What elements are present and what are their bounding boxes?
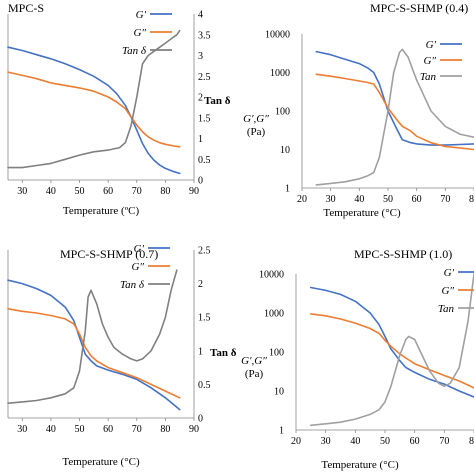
y-axis-label: G′,G″ xyxy=(243,113,269,125)
x-axis-label: Temperature (°C) xyxy=(62,456,140,468)
panel-p2: 20 30 40 50 60 70 80 1 10 100 1000 10000 MPC-S-SHMP … xyxy=(243,1,474,219)
x-tick-label: 30 xyxy=(17,424,27,435)
y-tick-label: 100 xyxy=(275,107,290,118)
panel-p1: 30 40 50 60 70 80 900 0.5 1 1.5 2 2.5 3 3.5 4 MPC-S G′ G″… xyxy=(7,1,231,217)
x-axis-label: Temperature (°C) xyxy=(323,207,401,219)
series-line-g xyxy=(7,71,181,148)
x-tick-label: 60 xyxy=(410,436,420,447)
series-line-tan xyxy=(315,48,474,186)
y-axis-unit: (Pa) xyxy=(247,126,266,138)
legend-label: Tan xyxy=(438,303,455,315)
y-axis-label: G′,G″ xyxy=(241,355,267,367)
y-tick-label: 10 xyxy=(280,145,290,156)
legend-label: Tan δ xyxy=(122,45,147,57)
y-tick-label: 1 xyxy=(279,426,284,437)
series-line-g xyxy=(309,313,474,389)
x-tick-label: 70 xyxy=(132,186,142,197)
series-line-tan xyxy=(309,273,474,427)
y2-tick-label: 4 xyxy=(198,10,203,21)
legend-label: G′ xyxy=(134,243,145,255)
x-tick-label: 80 xyxy=(469,436,474,447)
legend-label: Tan xyxy=(420,71,437,83)
x-tick-label: 40 xyxy=(46,424,56,435)
series-line-g xyxy=(7,46,181,175)
x-tick-label: 20 xyxy=(291,436,301,447)
y2-axis-label: Tan δ xyxy=(210,347,237,359)
series-line-tan xyxy=(7,29,181,169)
x-axis-label: Temperature (ºC) xyxy=(63,205,140,217)
legend-label: G′ xyxy=(444,267,455,279)
y2-tick-label: 0.5 xyxy=(198,380,211,391)
x-tick-label: 70 xyxy=(439,436,449,447)
y-tick-label: 10000 xyxy=(265,30,290,41)
legend-label: G″ xyxy=(423,55,436,67)
legend-label: G″ xyxy=(441,285,454,297)
y2-tick-label: 2 xyxy=(198,279,203,290)
x-tick-label: 80 xyxy=(160,186,170,197)
y2-tick-label: 2.5 xyxy=(198,246,211,257)
panel-p4: 20 30 40 50 60 70 80 1 10 100 1000 10000 MPC-S-SHMP … xyxy=(241,247,474,471)
y2-tick-label: 0 xyxy=(198,414,203,425)
x-tick-label: 30 xyxy=(321,436,331,447)
panel-title: MPC-S xyxy=(8,1,44,15)
x-tick-label: 70 xyxy=(132,424,142,435)
x-tick-label: 70 xyxy=(440,194,450,205)
x-tick-label: 90 xyxy=(189,424,199,435)
x-tick-label: 60 xyxy=(103,186,113,197)
series-line-g xyxy=(315,73,474,151)
x-tick-label: 80 xyxy=(469,194,474,205)
y-axis-unit: (Pa) xyxy=(245,368,264,380)
x-tick-label: 60 xyxy=(103,424,113,435)
panel-p3: 30 40 50 60 70 80 900 0.5 1 1.5 2 2.5 MPC-S-SHMP (0.… xyxy=(7,243,237,468)
x-tick-label: 40 xyxy=(354,194,364,205)
y2-tick-label: 3 xyxy=(198,51,203,62)
x-tick-label: 50 xyxy=(75,186,85,197)
x-tick-label: 50 xyxy=(75,424,85,435)
x-tick-label: 40 xyxy=(350,436,360,447)
x-tick-label: 50 xyxy=(380,436,390,447)
x-tick-label: 60 xyxy=(412,194,422,205)
y-tick-label: 1000 xyxy=(270,68,290,79)
y2-axis-label: Tan δ xyxy=(204,95,231,107)
panel-title: MPC-S-SHMP (0.7) xyxy=(60,247,158,261)
y-tick-label: 10000 xyxy=(259,270,284,281)
x-tick-label: 80 xyxy=(160,424,170,435)
legend-label: G′ xyxy=(136,9,147,21)
y-tick-label: 100 xyxy=(269,348,284,359)
legend-label: G″ xyxy=(131,261,144,273)
legend-label: G′ xyxy=(426,39,437,51)
series-line-g xyxy=(309,286,474,398)
panel-title: MPC-S-SHMP (1.0) xyxy=(354,247,452,261)
x-tick-label: 30 xyxy=(326,194,336,205)
x-tick-label: 20 xyxy=(297,194,307,205)
x-tick-label: 50 xyxy=(383,194,393,205)
y2-tick-label: 1.5 xyxy=(198,113,211,124)
x-axis-label: Temperature (°C) xyxy=(321,459,399,471)
y2-tick-label: 1.5 xyxy=(198,313,211,324)
x-tick-label: 40 xyxy=(46,186,56,197)
y-tick-label: 1000 xyxy=(264,309,284,320)
y-tick-label: 10 xyxy=(274,387,284,398)
y-tick-label: 1 xyxy=(285,184,290,195)
x-tick-label: 30 xyxy=(17,186,27,197)
x-tick-label: 90 xyxy=(189,186,199,197)
y2-tick-label: 1 xyxy=(198,134,203,145)
legend-label: Tan δ xyxy=(120,279,145,291)
series-line-g xyxy=(7,279,181,411)
panel-title: MPC-S-SHMP (0.4) xyxy=(370,1,468,15)
legend-label: G″ xyxy=(133,27,146,39)
y2-tick-label: 0 xyxy=(198,176,203,187)
y2-tick-label: 0.5 xyxy=(198,155,211,166)
series-line-g xyxy=(7,307,181,399)
y2-tick-label: 3.5 xyxy=(198,30,211,41)
series-line-tan xyxy=(7,269,178,405)
y2-tick-label: 1 xyxy=(198,346,203,357)
y2-tick-label: 2.5 xyxy=(198,72,211,83)
y2-tick-label: 2 xyxy=(198,93,203,104)
